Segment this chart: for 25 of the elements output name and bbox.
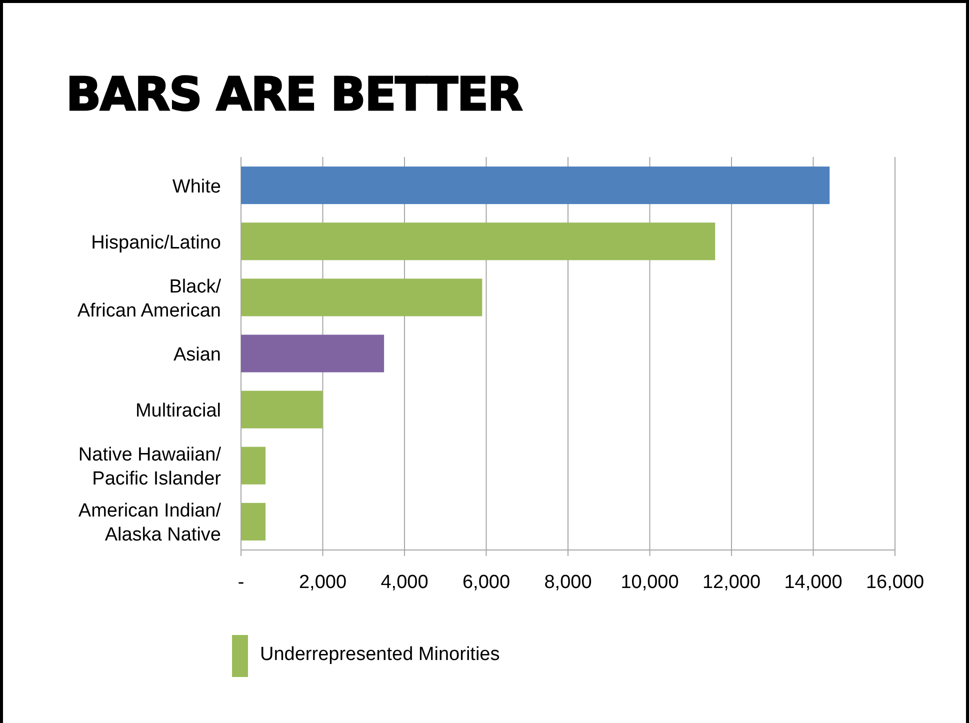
x-tick-label: 4,000 [380, 572, 428, 593]
y-tick-label: Multiracial [135, 400, 221, 422]
bar [241, 502, 266, 540]
bar [241, 334, 384, 372]
y-tick-label: Hispanic/Latino [91, 232, 221, 254]
bar [241, 166, 830, 204]
bar [241, 446, 266, 484]
x-tick-label: 8,000 [544, 572, 592, 593]
x-tick-label: - [238, 572, 244, 593]
y-tick-label: Asian [173, 344, 221, 366]
y-tick-label: Native Hawaiian/ Pacific Islander [78, 444, 222, 490]
y-tick-label: American Indian/ Alaska Native [78, 500, 222, 546]
x-tick-label: 16,000 [866, 572, 924, 593]
chart-title: BARS ARE BETTER [66, 67, 522, 121]
x-tick-label: 6,000 [462, 572, 510, 593]
bar [241, 222, 716, 260]
y-tick-label: White [172, 176, 221, 198]
x-tick-label: 14,000 [784, 572, 842, 593]
y-tick-label: Black/ African American [77, 276, 222, 322]
legend-label: Underrepresented Minorities [260, 644, 500, 665]
x-tick-label: 2,000 [298, 572, 347, 593]
x-tick-label: 10,000 [620, 572, 679, 593]
bar [241, 278, 482, 316]
bar [241, 390, 323, 428]
x-tick-label: 12,000 [702, 572, 761, 593]
